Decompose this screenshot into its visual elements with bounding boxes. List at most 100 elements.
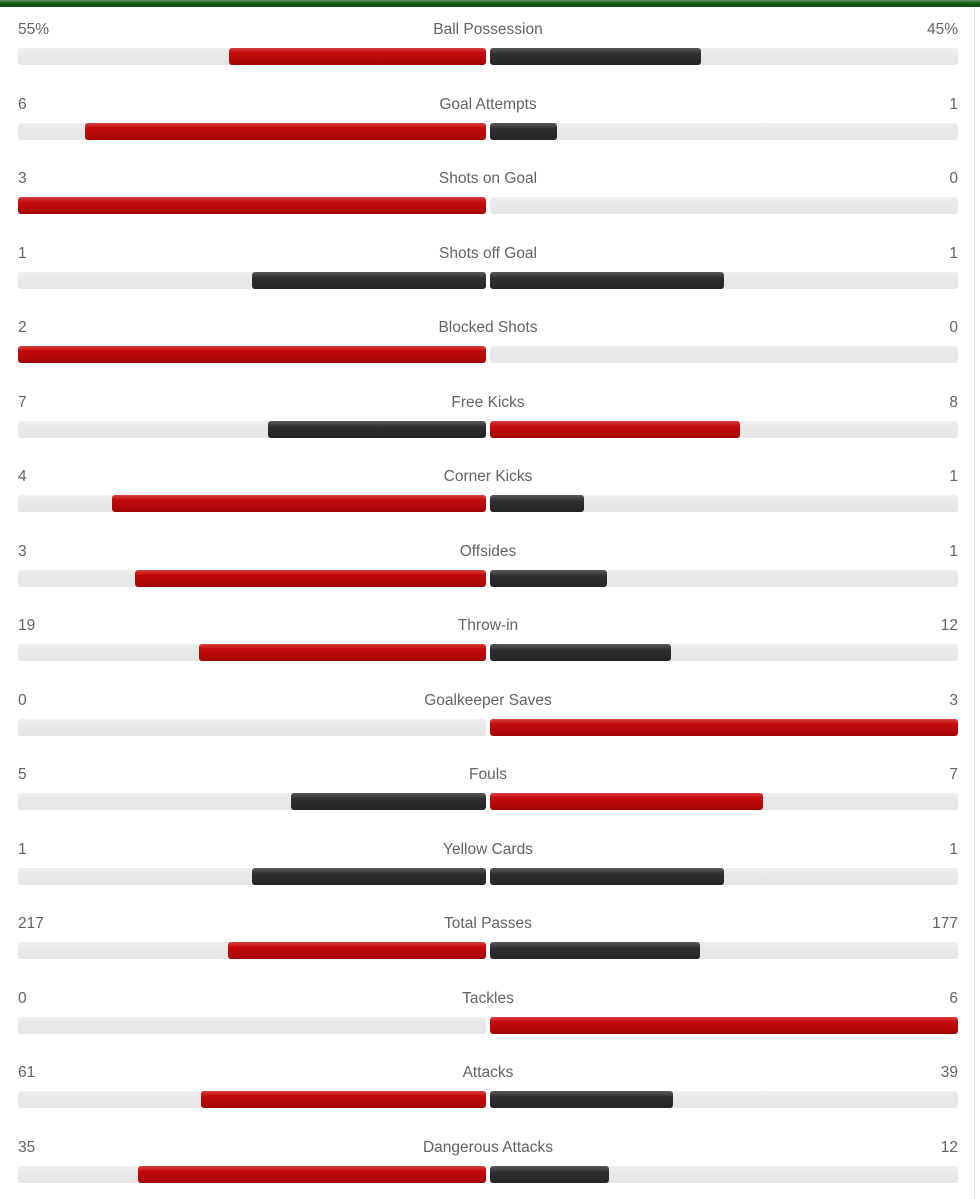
away-value: 1: [949, 244, 958, 262]
stat-row-ball-possession: 55% Ball Possession 45%: [18, 7, 958, 82]
home-bar: [137, 1165, 486, 1183]
stat-row-goal-attempts: 6 Goal Attempts 1: [18, 82, 958, 157]
top-accent-bar: [0, 0, 980, 7]
home-value: 3: [18, 170, 27, 187]
home-value: 6: [18, 95, 27, 113]
stat-row-header: 1 Shots off Goal 1: [18, 244, 958, 263]
home-value: 5: [18, 766, 27, 783]
away-value: 177: [932, 915, 958, 932]
home-bar-track: [18, 1016, 486, 1034]
away-value: 7: [949, 766, 958, 783]
away-bar-track: [490, 793, 958, 810]
stat-bars: [18, 1091, 958, 1108]
stat-row-header: 19 Throw-in 12: [18, 616, 958, 635]
stat-bars: [18, 495, 958, 512]
away-bar-track: [490, 1091, 958, 1108]
away-bar-track: [490, 942, 958, 959]
away-bar-track: [490, 569, 958, 587]
stat-row-corner-kicks: 4 Corner Kicks 1: [18, 454, 958, 529]
away-bar: [490, 793, 763, 810]
stat-row-header: 55% Ball Possession 45%: [18, 20, 958, 39]
home-bar-track: [18, 867, 486, 885]
home-bar: [291, 793, 486, 810]
away-value: 1: [949, 542, 958, 560]
home-value: 55%: [18, 21, 50, 38]
home-value: 0: [18, 989, 27, 1007]
stat-bars: [18, 197, 958, 214]
stat-row-shots-on-goal: 3 Shots on Goal 0: [18, 156, 958, 231]
stat-label: Yellow Cards: [443, 840, 533, 858]
stat-row-header: 6 Goal Attempts 1: [18, 95, 958, 114]
stat-row-throw-in: 19 Throw-in 12: [18, 603, 958, 678]
away-value: 6: [949, 989, 958, 1007]
stat-label: Goalkeeper Saves: [424, 691, 552, 709]
home-bar-track: [18, 1091, 486, 1108]
away-bar: [490, 495, 584, 512]
stat-row-header: 4 Corner Kicks 1: [18, 467, 958, 486]
home-value: 3: [18, 542, 27, 560]
stat-row-goalkeeper-saves: 0 Goalkeeper Saves 3: [18, 678, 958, 753]
home-bar: [135, 569, 486, 587]
home-value: 61: [18, 1064, 36, 1081]
stat-row-yellow-cards: 1 Yellow Cards 1: [18, 827, 958, 902]
stat-bars: [18, 420, 958, 438]
away-bar: [490, 122, 557, 140]
away-bar: [490, 271, 724, 289]
stat-row-total-passes: 217 Total Passes 177: [18, 901, 958, 976]
stat-bars: [18, 271, 958, 289]
stat-label: Blocked Shots: [438, 319, 538, 336]
home-bar: [199, 644, 486, 661]
away-bar: [490, 1165, 610, 1183]
home-bar-track: [18, 793, 486, 810]
stat-row-dangerous-attacks: 35 Dangerous Attacks 12: [18, 1125, 958, 1199]
panel-right-border: [974, 7, 975, 1199]
stats-list: 55% Ball Possession 45% 6 Goal Attempts …: [0, 7, 980, 1199]
stat-label: Free Kicks: [451, 393, 525, 411]
away-bar-track: [490, 48, 958, 65]
away-value: 12: [940, 1138, 958, 1156]
away-value: 0: [949, 319, 958, 336]
stat-bars: [18, 569, 958, 587]
stat-row-blocked-shots: 2 Blocked Shots 0: [18, 305, 958, 380]
stat-row-header: 61 Attacks 39: [18, 1063, 958, 1082]
away-bar-track: [490, 197, 958, 214]
stat-label: Dangerous Attacks: [422, 1138, 554, 1156]
home-bar-track: [18, 569, 486, 587]
home-bar-track: [18, 122, 486, 140]
away-bar: [490, 867, 724, 885]
stat-row-header: 3 Offsides 1: [18, 542, 958, 561]
home-bar-track: [18, 346, 486, 363]
stat-row-free-kicks: 7 Free Kicks 8: [18, 380, 958, 455]
away-bar: [490, 420, 740, 438]
stat-bars: [18, 644, 958, 661]
stat-row-header: 7 Free Kicks 8: [18, 393, 958, 412]
away-bar-track: [490, 1165, 958, 1183]
home-bar: [84, 122, 486, 140]
home-bar-track: [18, 420, 486, 438]
stat-row-header: 35 Dangerous Attacks 12: [18, 1138, 958, 1157]
stat-row-header: 217 Total Passes 177: [18, 914, 958, 933]
stat-row-header: 0 Goalkeeper Saves 3: [18, 691, 958, 710]
home-bar: [228, 48, 486, 65]
home-bar: [252, 271, 486, 289]
away-bar: [490, 644, 672, 661]
away-value: 3: [949, 691, 958, 709]
stat-label: Fouls: [469, 766, 507, 783]
away-value: 1: [949, 95, 958, 113]
home-bar: [252, 867, 486, 885]
stat-row-header: 5 Fouls 7: [18, 765, 958, 784]
away-bar: [490, 1091, 673, 1108]
home-bar: [228, 942, 486, 959]
stat-bars: [18, 718, 958, 736]
home-value: 217: [18, 915, 44, 932]
stat-row-header: 2 Blocked Shots 0: [18, 318, 958, 337]
home-bar-track: [18, 644, 486, 661]
home-bar: [267, 420, 486, 438]
stat-bars: [18, 942, 958, 959]
home-value: 19: [18, 617, 36, 634]
stat-bars: [18, 346, 958, 363]
away-value: 1: [949, 468, 958, 485]
home-bar: [111, 495, 486, 512]
stat-bars: [18, 48, 958, 65]
away-value: 8: [949, 393, 958, 411]
